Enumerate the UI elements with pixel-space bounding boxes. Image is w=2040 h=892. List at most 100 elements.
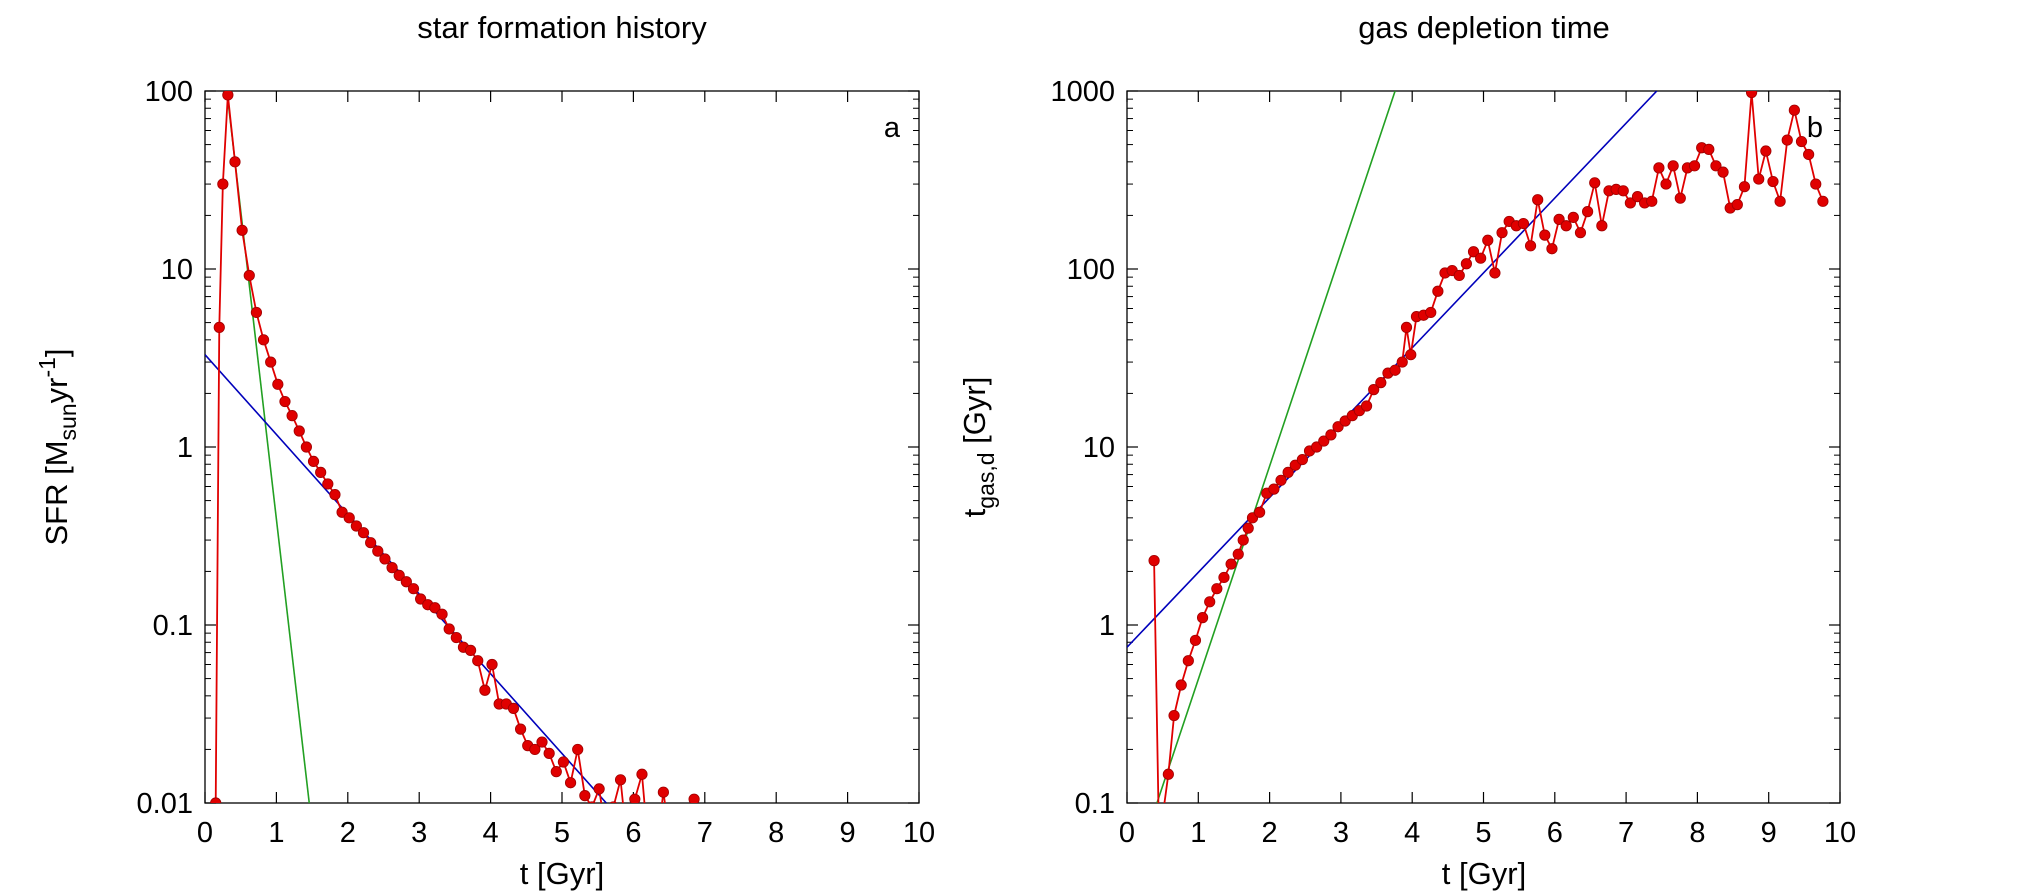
data-point bbox=[1517, 217, 1530, 230]
data-point bbox=[1400, 321, 1413, 333]
data-point bbox=[629, 793, 641, 803]
x-tick-label: 10 bbox=[1824, 817, 1856, 849]
axis-ticks-b: 0 1 2 3 4 5 6 7 8 9 10 0.1 1 10 100 1000 bbox=[1050, 76, 1856, 849]
data-point bbox=[372, 545, 384, 557]
data-point bbox=[1475, 252, 1487, 264]
data-point bbox=[272, 378, 284, 390]
y-tick-label: 1000 bbox=[1050, 76, 1115, 108]
data-point bbox=[1817, 195, 1829, 207]
data-point bbox=[1810, 178, 1822, 190]
x-tick-label: 0 bbox=[197, 817, 213, 849]
y-tick-label: 100 bbox=[1067, 254, 1115, 286]
chart-panel-a: star formation history 0 1 2 3 4 5 6 7 8 9 100.010… bbox=[34, 10, 935, 891]
data-point bbox=[307, 455, 320, 467]
data-point bbox=[1688, 160, 1701, 172]
data-point bbox=[279, 395, 291, 408]
data-point bbox=[1218, 571, 1230, 584]
data-point bbox=[1325, 429, 1337, 441]
data-point bbox=[1168, 709, 1180, 722]
data-point bbox=[614, 774, 627, 786]
data-point bbox=[1360, 400, 1373, 412]
x-tick-label: 5 bbox=[1475, 817, 1491, 849]
data-point bbox=[1738, 181, 1751, 193]
data-point bbox=[557, 756, 570, 768]
data-point bbox=[286, 410, 298, 422]
data-point bbox=[386, 562, 398, 574]
data-point bbox=[300, 441, 312, 453]
data-point bbox=[1574, 227, 1587, 239]
data-point bbox=[1254, 506, 1266, 518]
x-tick-label: 10 bbox=[903, 817, 935, 849]
series-points-a bbox=[210, 91, 700, 861]
series-group-a bbox=[205, 91, 695, 803]
y-tick-label: 10 bbox=[1083, 432, 1115, 464]
data-point bbox=[1745, 91, 1758, 99]
data-point bbox=[529, 743, 541, 756]
data-point bbox=[210, 797, 222, 803]
data-point bbox=[436, 608, 448, 620]
x-tick-label: 7 bbox=[697, 817, 713, 849]
data-point bbox=[1242, 522, 1254, 534]
data-point bbox=[1154, 837, 1164, 847]
data-point bbox=[1774, 195, 1786, 207]
data-point bbox=[636, 768, 648, 780]
data-point bbox=[1425, 306, 1437, 319]
series-lines-a bbox=[205, 91, 695, 803]
data-point bbox=[1596, 220, 1608, 232]
panel-letter-a: a bbox=[884, 112, 901, 144]
data-point bbox=[1731, 199, 1743, 211]
data-point bbox=[1211, 583, 1223, 595]
data-point bbox=[1311, 441, 1323, 453]
data-point bbox=[236, 224, 248, 236]
data-point bbox=[665, 837, 675, 847]
data-point bbox=[688, 793, 700, 803]
data-point bbox=[1524, 240, 1537, 252]
data-point bbox=[343, 512, 355, 524]
data-point bbox=[1532, 194, 1544, 206]
data-point bbox=[243, 269, 255, 282]
x-tick-label: 7 bbox=[1618, 817, 1634, 849]
y-tick-label: 10 bbox=[161, 254, 193, 286]
data-point bbox=[1803, 148, 1815, 161]
data-point bbox=[572, 743, 584, 756]
data-point bbox=[1405, 349, 1417, 361]
chart-title-b: gas depletion time bbox=[1358, 10, 1610, 45]
data-point bbox=[465, 644, 477, 656]
data-point bbox=[1162, 768, 1174, 780]
data-point bbox=[1795, 135, 1808, 148]
y-axis-label-a: SFR [Msunyr-1] bbox=[34, 348, 81, 545]
x-tick-label: 0 bbox=[1119, 817, 1135, 849]
data-point bbox=[472, 655, 484, 667]
data-point bbox=[1560, 220, 1572, 232]
x-tick-label: 8 bbox=[1689, 817, 1705, 849]
data-point bbox=[644, 851, 654, 861]
x-tick-label: 9 bbox=[1761, 817, 1777, 849]
plot-frame-a bbox=[204, 90, 920, 804]
data-point bbox=[1389, 364, 1401, 376]
data-point bbox=[1432, 285, 1444, 297]
data-point bbox=[1546, 243, 1558, 255]
data-point bbox=[450, 631, 462, 644]
data-series-line-a bbox=[214, 94, 695, 803]
data-point bbox=[507, 702, 520, 715]
data-point bbox=[609, 801, 618, 803]
y-tick-label: 1 bbox=[1099, 610, 1115, 642]
plot-frame-b bbox=[1126, 90, 1841, 804]
data-point bbox=[1196, 612, 1209, 624]
data-point bbox=[1567, 211, 1579, 223]
data-point bbox=[1624, 197, 1636, 209]
data-point bbox=[1282, 466, 1294, 478]
x-tick-label: 6 bbox=[1547, 817, 1563, 849]
data-point bbox=[229, 156, 241, 168]
data-point bbox=[1460, 258, 1472, 270]
data-point bbox=[1496, 227, 1508, 239]
data-point bbox=[601, 831, 611, 841]
data-point bbox=[1296, 453, 1309, 466]
x-tick-label: 8 bbox=[768, 817, 784, 849]
data-point bbox=[536, 736, 548, 748]
data-point bbox=[315, 466, 327, 478]
series-points-b bbox=[1148, 91, 1829, 847]
x-tick-label: 3 bbox=[1333, 817, 1349, 849]
data-point bbox=[257, 334, 270, 346]
